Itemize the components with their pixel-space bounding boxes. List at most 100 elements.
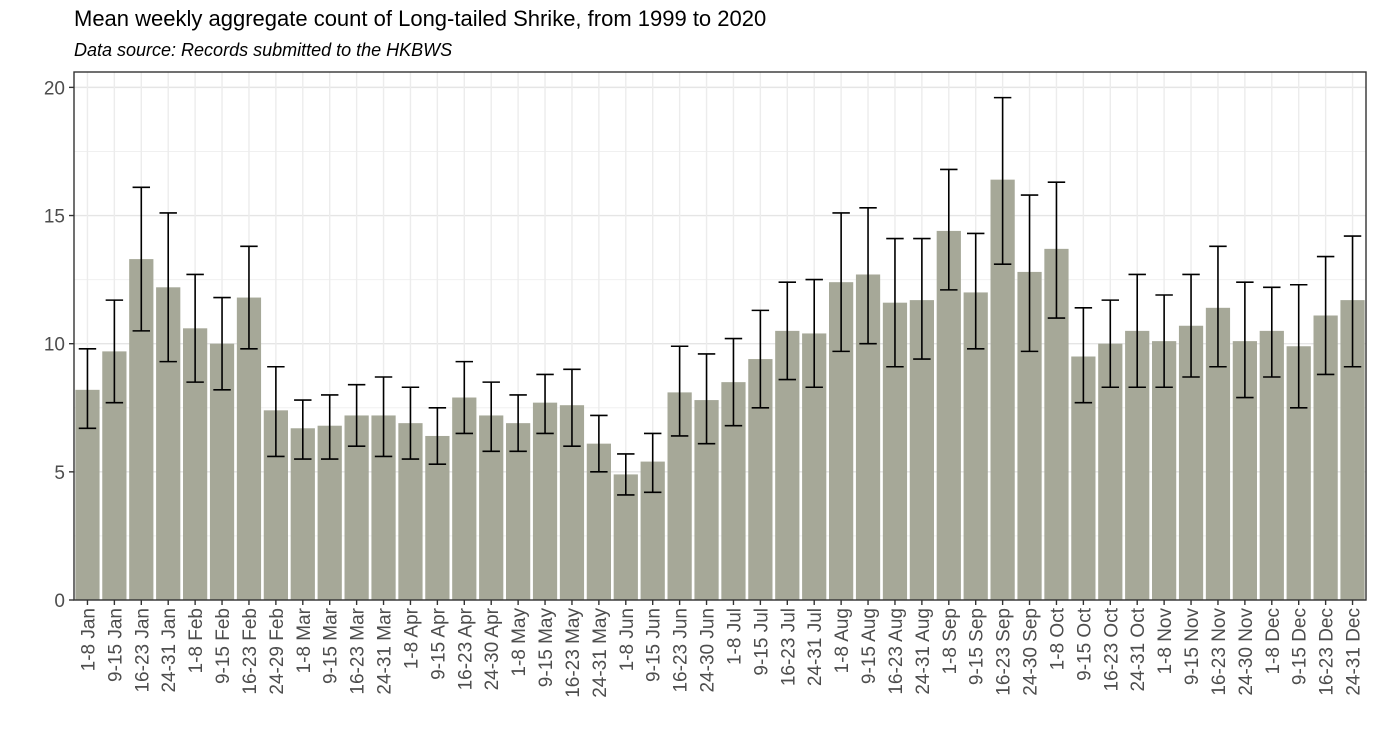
error-bar: [617, 453, 635, 496]
y-tick-label: 10: [44, 335, 65, 356]
error-bar: [1020, 194, 1039, 353]
x-tick-label: 16-23 Jul: [778, 608, 799, 686]
x-tick-label: 16-23 May: [563, 608, 584, 698]
error-bar: [159, 212, 177, 363]
bar: [936, 230, 961, 600]
x-tick-label: 16-23 Dec: [1317, 608, 1338, 696]
x-tick-label: 24-31 Aug: [913, 608, 934, 695]
error-bar: [186, 273, 204, 383]
y-tick-label: 20: [44, 78, 65, 99]
error-bar: [482, 381, 500, 453]
error-bar: [1074, 307, 1093, 404]
error-bar: [966, 232, 985, 350]
x-tick-label: 9-15 Sep: [967, 608, 988, 685]
x-tick-label: 24-30 Apr: [482, 607, 503, 690]
x-tick-label: 1-8 Oct: [1047, 607, 1068, 670]
error-bar: [132, 186, 151, 332]
x-axis: 1-8 Jan 9-15 Jan 16-23 Jan 24-31 Jan 1-8 Feb…: [78, 600, 1365, 698]
x-tick-label: 16-23 Feb: [240, 608, 261, 695]
x-tick-label: 24-31 May: [590, 608, 611, 698]
error-bar: [428, 406, 447, 465]
x-tick-label: 9-15 Nov: [1182, 608, 1203, 686]
error-bar: [913, 237, 931, 360]
x-tick-label: 16-23 Sep: [994, 608, 1015, 696]
x-tick-label: 9-15 Apr: [428, 607, 449, 679]
x-tick-label: 9-15 Jul: [751, 608, 772, 676]
x-tick-label: 16-23 Jun: [671, 608, 692, 693]
x-tick-label: 1-8 Mar: [294, 607, 315, 673]
x-tick-label: 1-8 Sep: [940, 608, 961, 675]
x-tick-label: 1-8 Jan: [78, 608, 99, 671]
x-tick-label: 9-15 Feb: [213, 608, 234, 684]
x-tick-label: 1-8 May: [509, 608, 530, 677]
error-bar: [1128, 273, 1146, 389]
x-tick-label: 9-15 Oct: [1074, 607, 1095, 681]
error-bar: [1101, 299, 1120, 389]
x-tick-label: 9-15 Jan: [105, 608, 126, 682]
x-tick-label: 24-29 Feb: [267, 608, 288, 695]
error-bar: [294, 399, 312, 460]
error-bars: [78, 96, 1362, 496]
error-bar: [1047, 181, 1066, 319]
error-bar: [1236, 281, 1254, 399]
error-bar: [374, 376, 393, 458]
chart-title: Mean weekly aggregate count of Long-tail…: [74, 6, 767, 31]
error-bar: [751, 309, 770, 409]
error-bar: [509, 394, 527, 453]
x-tick-label: 24-30 Sep: [1021, 608, 1042, 696]
bars: [75, 179, 1365, 600]
x-tick-label: 16-23 Apr: [455, 607, 476, 690]
x-tick-label: 24-30 Jun: [698, 608, 719, 693]
x-tick-label: 1-8 Jun: [617, 608, 638, 671]
x-tick-label: 9-15 Jun: [644, 608, 665, 682]
y-axis: 0 5 10 15 20: [44, 78, 74, 612]
x-tick-label: 9-15 Dec: [1290, 608, 1311, 685]
x-tick-label: 9-15 Aug: [859, 608, 880, 684]
plot-border: [73, 71, 1367, 601]
x-tick-label: 9-15 Mar: [321, 607, 342, 684]
error-bar: [320, 394, 339, 460]
error-bar: [347, 383, 366, 448]
x-tick-label: 1-8 Aug: [832, 608, 853, 674]
x-tick-label: 16-23 Jan: [132, 608, 153, 693]
x-tick-label: 24-31 Oct: [1128, 607, 1149, 691]
error-bar: [240, 245, 258, 350]
error-bar: [105, 299, 124, 404]
error-bar: [267, 365, 285, 458]
y-tick-label: 15: [44, 207, 65, 228]
error-bar: [940, 168, 958, 291]
error-bar: [1263, 286, 1281, 378]
x-tick-label: 24-30 Nov: [1236, 608, 1257, 696]
error-bar: [563, 368, 581, 448]
x-tick-label: 1-8 Feb: [186, 608, 207, 673]
x-tick-label: 1-8 Nov: [1155, 608, 1176, 675]
error-bar: [1155, 294, 1173, 389]
error-bar: [455, 360, 474, 435]
error-bar: [993, 96, 1012, 266]
error-bar: [643, 432, 662, 494]
x-tick-label: 24-31 Mar: [375, 607, 396, 694]
y-tick-label: 0: [54, 591, 65, 612]
x-tick-label: 24-31 Jul: [805, 608, 826, 686]
x-tick-label: 1-8 Jul: [724, 608, 745, 665]
bar: [506, 423, 531, 600]
error-bar: [1209, 245, 1227, 368]
error-bar: [536, 373, 554, 435]
x-tick-label: 16-23 Aug: [886, 608, 907, 695]
x-tick-label: 1-8 Apr: [401, 607, 422, 669]
error-bar: [590, 414, 608, 473]
error-bar: [401, 386, 420, 460]
x-tick-label: 24-31 Dec: [1344, 608, 1365, 696]
error-bar: [832, 212, 850, 353]
error-bar: [1289, 283, 1308, 409]
error-bar: [724, 337, 743, 427]
error-bar: [886, 237, 904, 368]
error-bar: [1343, 235, 1362, 368]
error-bar: [670, 345, 689, 437]
error-bar: [1182, 273, 1200, 378]
x-tick-label: 16-23 Oct: [1101, 607, 1122, 691]
x-tick-label: 16-23 Nov: [1209, 608, 1230, 696]
y-tick-label: 5: [54, 463, 65, 484]
error-bar: [859, 207, 877, 345]
